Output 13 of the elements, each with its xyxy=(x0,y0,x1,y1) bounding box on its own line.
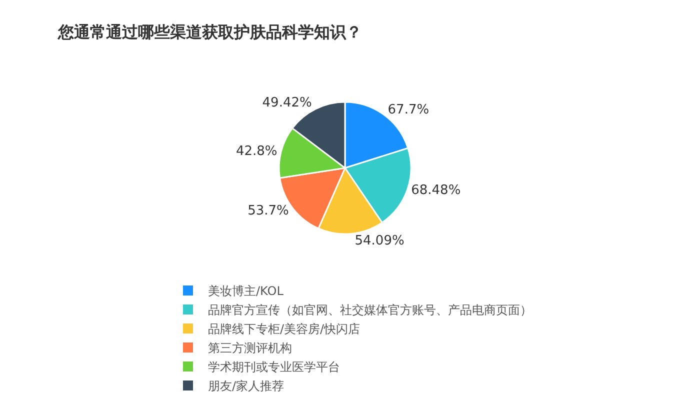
data-label: 54.09% xyxy=(354,234,404,249)
legend-label: 美妆博主/KOL xyxy=(208,284,284,298)
legend-label: 品牌官方宣传（如官网、社交媒体官方账号、产品电商页面） xyxy=(208,303,532,318)
legend-label: 学术期刊或专业医学平台 xyxy=(208,360,340,374)
legend-label: 品牌线下专柜/美容房/快闪店 xyxy=(208,322,360,336)
data-label: 53.7% xyxy=(248,203,289,218)
data-label: 68.48% xyxy=(411,182,461,198)
data-label: 42.8% xyxy=(236,144,278,159)
data-label: 67.7% xyxy=(388,102,430,118)
legend-label: 朋友/家人推荐 xyxy=(208,379,284,394)
legend-label: 第三方测评机构 xyxy=(208,341,292,356)
data-label: 49.42% xyxy=(262,95,312,110)
chart-title: 您通常通过哪些渠道获取护肤品科学知识？ xyxy=(57,22,362,42)
